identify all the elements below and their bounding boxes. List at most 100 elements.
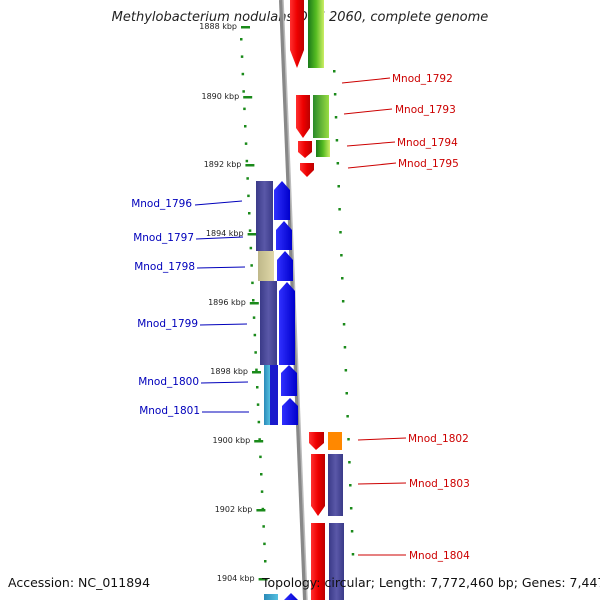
- scale-dot: [250, 264, 253, 267]
- label-leader-line: [199, 323, 248, 326]
- scale-tick: [243, 96, 253, 99]
- scale-dot: [335, 139, 339, 142]
- accession-text: Accession: NC_011894: [8, 575, 151, 590]
- gene-feature: [308, 0, 324, 68]
- scale-dot: [348, 461, 351, 464]
- scale-dot: [247, 194, 250, 198]
- gene-feature: [313, 95, 329, 138]
- gene-feature: [290, 0, 304, 50]
- scale-dot: [264, 560, 267, 563]
- scale-label: 1902 kbp: [215, 505, 253, 514]
- label-leader-line: [357, 437, 407, 441]
- scale-dot: [255, 368, 258, 372]
- gene-arrow: [281, 365, 297, 396]
- scale-dot: [333, 93, 337, 96]
- scale-dot: [259, 455, 262, 459]
- gene-label: Mnod_1795: [398, 158, 459, 170]
- topology-text: Topology: circular; Length: 7,772,460 bp…: [262, 575, 600, 590]
- gene-label: Mnod_1794: [397, 137, 458, 149]
- label-leader-line: [200, 381, 249, 384]
- scale-dot: [346, 415, 349, 418]
- scale-label: 1898 kbp: [210, 367, 248, 376]
- scale-tick: [252, 371, 261, 374]
- scale-dot: [349, 484, 352, 487]
- gene-label: Mnod_1798: [134, 261, 195, 273]
- scale-tick: [254, 440, 264, 443]
- scale-dot: [241, 72, 245, 76]
- scale-dot: [248, 212, 251, 215]
- scale-dot: [248, 229, 252, 232]
- scale-dot: [333, 70, 336, 73]
- scale-dot: [342, 323, 346, 326]
- scale-dot: [244, 125, 247, 128]
- gene-label: Mnod_1792: [392, 73, 453, 85]
- scale-dot: [257, 420, 261, 424]
- gene-feature: [270, 365, 278, 425]
- scale-dot: [243, 107, 246, 111]
- label-leader-line: [343, 108, 393, 115]
- gene-arrow: [290, 50, 304, 68]
- scale-tick: [247, 233, 257, 236]
- scale-dot: [249, 246, 253, 250]
- gene-arrow: [274, 181, 290, 220]
- gene-label: Mnod_1796: [131, 198, 192, 210]
- scale-dot: [345, 392, 348, 395]
- gene-label: Mnod_1797: [133, 232, 194, 244]
- gene-label: Mnod_1800: [138, 376, 199, 388]
- scale-dot: [341, 277, 344, 280]
- gene-label: Mnod_1803: [409, 478, 470, 490]
- scale-label: 1894 kbp: [206, 229, 244, 238]
- scale-dot: [260, 473, 263, 476]
- gene-label: Mnod_1804: [409, 550, 470, 562]
- scale-dot: [334, 116, 338, 119]
- gene-feature: [316, 140, 330, 157]
- label-leader-line: [194, 200, 243, 206]
- label-leader-line: [195, 236, 244, 240]
- scale-dot: [337, 185, 340, 188]
- gene-arrow: [282, 398, 298, 425]
- scale-label: 1904 kbp: [217, 574, 255, 583]
- gene-feature: [260, 281, 277, 365]
- gene-feature: [311, 523, 325, 600]
- label-leader-line: [357, 482, 407, 485]
- gene-feature: [264, 594, 278, 600]
- reverse-strand-features: [256, 181, 298, 600]
- scale-dot: [338, 208, 341, 211]
- scale-track-group: [240, 38, 355, 563]
- scale-dot: [256, 386, 259, 389]
- scale-dot: [253, 333, 257, 337]
- scale-dot: [252, 316, 256, 319]
- scale-dot: [240, 38, 243, 41]
- scale-dot: [263, 542, 266, 546]
- gene-label: Mnod_1799: [137, 318, 198, 330]
- scale-label-group: 1888 kbp 1890 kbp 1892 kbp 1894 kbp 1896 kbp…: [199, 22, 268, 583]
- gene-feature: [264, 365, 270, 425]
- scale-dot: [341, 300, 345, 303]
- scale-tick: [249, 302, 259, 305]
- scale-tick: [245, 164, 255, 167]
- gene-arrow: [284, 593, 298, 600]
- scale-label: 1900 kbp: [212, 436, 250, 445]
- scale-dot: [245, 159, 249, 163]
- scale-label: 1892 kbp: [204, 160, 242, 169]
- gene-arrow: [311, 454, 325, 516]
- gene-arrow: [309, 432, 324, 450]
- scale-dot: [252, 299, 255, 302]
- scale-label: 1888 kbp: [199, 22, 237, 31]
- reverse-label-group: Mnod_1796 Mnod_1797 Mnod_1798 Mnod_1799 Mnod…: [131, 198, 249, 417]
- scale-dot: [251, 281, 254, 285]
- gene-arrow: [277, 251, 293, 281]
- gene-feature: [328, 454, 343, 516]
- scale-label: 1890 kbp: [201, 92, 239, 101]
- scale-tick: [258, 578, 268, 581]
- scale-dot: [344, 369, 348, 372]
- scale-dot: [256, 403, 260, 406]
- gene-feature: [328, 432, 342, 450]
- gene-arrow: [279, 282, 295, 365]
- gene-label: Mnod_1801: [139, 405, 200, 417]
- scale-dot: [336, 162, 340, 165]
- scale-dot: [347, 438, 350, 441]
- forward-strand-features: [290, 0, 344, 600]
- scale-dot: [260, 490, 264, 493]
